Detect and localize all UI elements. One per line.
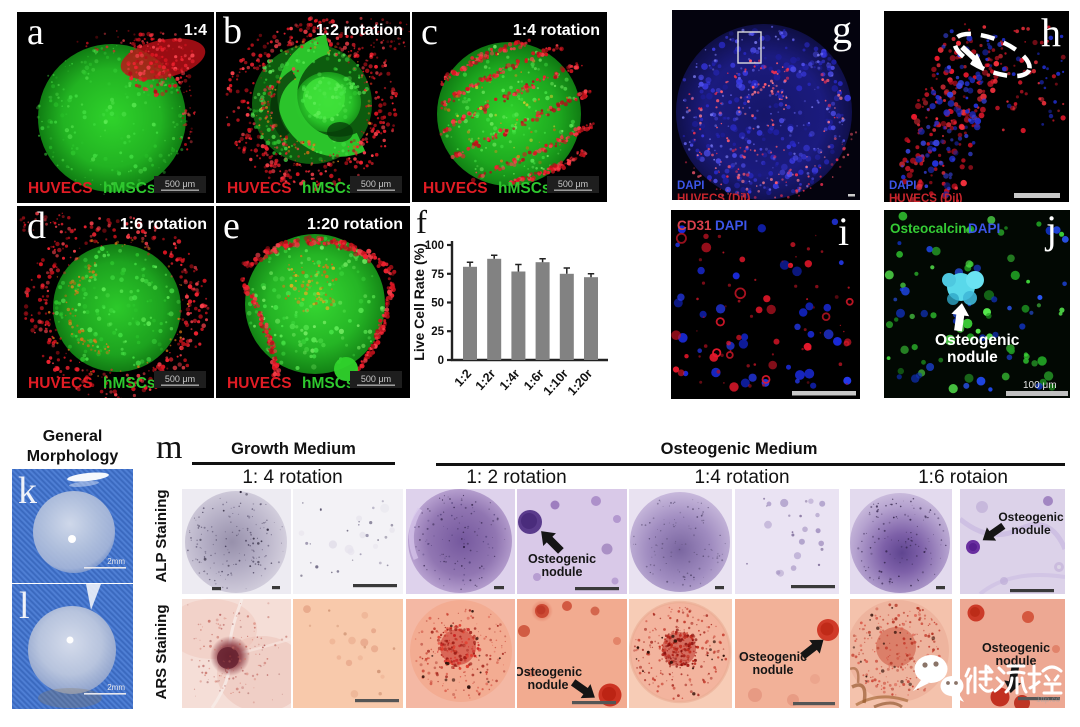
svg-text:hMSCs: hMSCs <box>498 180 551 197</box>
svg-text:1:4 rotation: 1:4 rotation <box>513 22 600 39</box>
svg-text:l: l <box>19 585 30 627</box>
svg-text:500 μm: 500 μm <box>165 374 195 384</box>
svg-text:100 μm: 100 μm <box>1023 380 1057 391</box>
svg-text:Osteogenic: Osteogenic <box>935 332 1020 349</box>
svg-text:DAPI: DAPI <box>968 221 1000 236</box>
svg-text:DAPI: DAPI <box>677 180 704 192</box>
svg-text:k: k <box>18 470 37 512</box>
svg-text:j: j <box>1044 210 1057 252</box>
svg-text:1:6 rotation: 1:6 rotation <box>120 216 207 233</box>
svg-text:1:20 rotation: 1:20 rotation <box>307 216 403 233</box>
svg-text:500 μm: 500 μm <box>361 179 391 189</box>
svg-text:nodule: nodule <box>1011 523 1051 537</box>
svg-text:HUVECS: HUVECS <box>423 180 488 197</box>
svg-text:500 μm: 500 μm <box>165 179 195 189</box>
svg-text:i: i <box>838 210 849 254</box>
svg-text:HUVECS: HUVECS <box>28 180 93 197</box>
svg-text:Osteocalcin: Osteocalcin <box>890 221 967 236</box>
svg-text:DAPI: DAPI <box>715 218 747 233</box>
svg-text:HUVECS: HUVECS <box>227 375 292 392</box>
svg-text:DAPI: DAPI <box>889 180 916 192</box>
svg-text:hMSCs: hMSCs <box>103 375 156 392</box>
svg-text:HUVECS: HUVECS <box>28 375 93 392</box>
svg-text:2mm: 2mm <box>107 557 125 566</box>
svg-text:Live Cell Rate (%): Live Cell Rate (%) <box>411 243 427 360</box>
svg-text:hMSCs: hMSCs <box>103 180 156 197</box>
svg-text:500 μm: 500 μm <box>558 179 588 189</box>
svg-text:Osteogenic: Osteogenic <box>528 552 596 566</box>
svg-text:CD31: CD31 <box>677 218 712 233</box>
svg-text:Osteogenic: Osteogenic <box>998 510 1064 524</box>
svg-text:25: 25 <box>431 326 444 338</box>
svg-text:100: 100 <box>425 240 444 252</box>
svg-text:nodule: nodule <box>542 565 583 579</box>
svg-text:2mm: 2mm <box>107 683 125 692</box>
svg-text:h: h <box>1041 11 1061 55</box>
svg-text:f: f <box>416 205 427 241</box>
svg-text:hMSCs: hMSCs <box>302 375 355 392</box>
svg-text:0: 0 <box>438 355 444 367</box>
svg-text:1:2 rotation: 1:2 rotation <box>316 22 403 39</box>
svg-text:50: 50 <box>431 298 444 310</box>
svg-text:g: g <box>832 10 852 52</box>
svg-text:nodule: nodule <box>947 349 998 366</box>
svg-text:hMSCs: hMSCs <box>302 180 355 197</box>
svg-text:HUVECS (DiI): HUVECS (DiI) <box>677 193 751 200</box>
svg-text:HUVECS: HUVECS <box>227 180 292 197</box>
svg-text:e: e <box>223 206 240 247</box>
svg-text:HUVECS (DiI): HUVECS (DiI) <box>889 193 963 202</box>
svg-text:d: d <box>27 206 46 247</box>
svg-text:c: c <box>421 12 438 53</box>
svg-text:75: 75 <box>431 269 444 281</box>
svg-text:a: a <box>27 12 44 53</box>
svg-text:1:4: 1:4 <box>184 22 207 39</box>
svg-text:b: b <box>223 12 242 52</box>
svg-text:500 μm: 500 μm <box>361 374 391 384</box>
